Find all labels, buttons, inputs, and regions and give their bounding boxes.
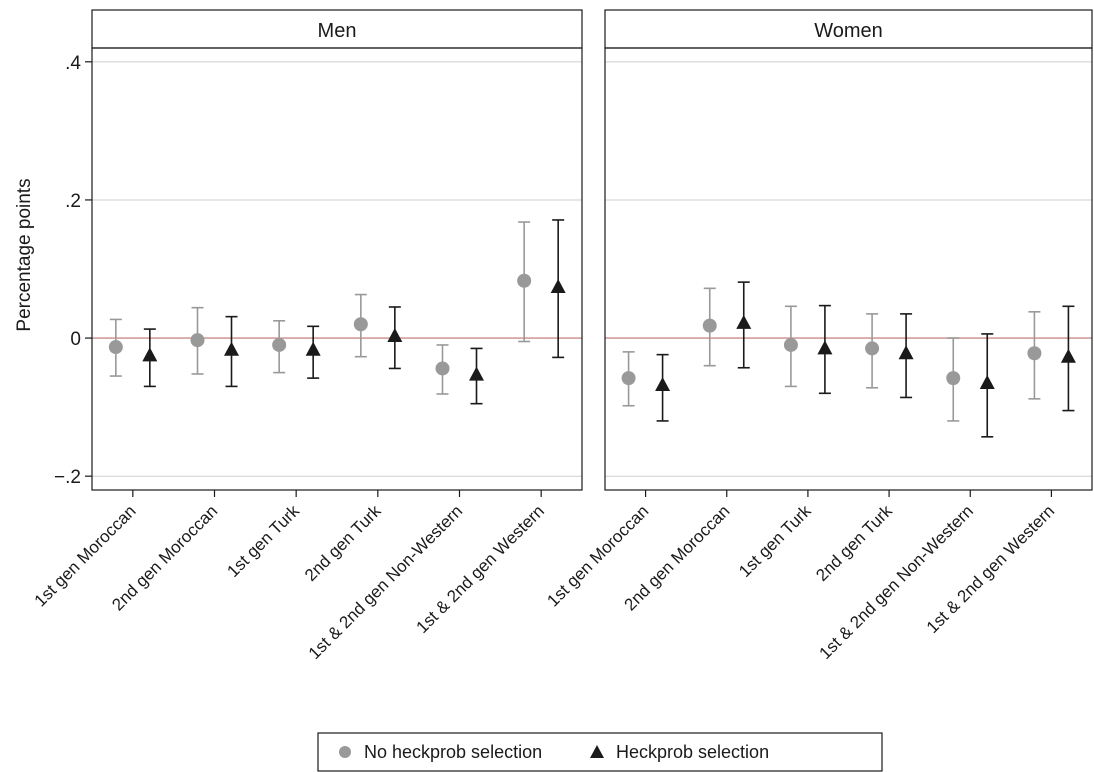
data-point-circle xyxy=(783,337,798,352)
panel-title-men: Men xyxy=(318,20,357,42)
data-point-triangle xyxy=(898,345,914,360)
data-point-triangle xyxy=(224,341,239,356)
plot-frame-men xyxy=(91,47,583,491)
data-point-circle xyxy=(702,318,717,333)
data-point-triangle xyxy=(550,278,566,293)
data-point-circle xyxy=(517,273,532,288)
data-point-triangle xyxy=(979,374,995,389)
series-no-heckprob-selection-women xyxy=(621,287,1042,422)
panel-title-women: Women xyxy=(814,20,883,42)
y-tick-label: −.2 xyxy=(54,467,81,488)
panel-header-women xyxy=(604,9,1093,49)
series-heckprob-selection-men xyxy=(142,219,566,405)
data-point-circle xyxy=(1027,346,1042,361)
plot-frame-women xyxy=(604,47,1093,491)
data-point-triangle xyxy=(655,377,671,392)
x-tick-label-2nd-gen-turk: 2nd gen Turk xyxy=(301,501,385,585)
x-tick-label-1st-gen-turk: 1st gen Turk xyxy=(223,501,303,581)
legend-marker-no-heckprob xyxy=(339,746,351,758)
y-tick-label: .2 xyxy=(65,191,81,212)
data-point-circle xyxy=(353,317,368,332)
legend-marker-heckprob xyxy=(590,745,604,758)
data-point-circle xyxy=(108,340,123,355)
data-point-circle xyxy=(865,341,880,356)
legend-label-no-heckprob: No heckprob selection xyxy=(364,742,542,762)
data-point-triangle xyxy=(142,347,158,362)
data-point-circle xyxy=(272,337,287,352)
data-point-triangle xyxy=(387,327,403,342)
series-no-heckprob-selection-men xyxy=(108,221,532,395)
data-point-triangle xyxy=(736,314,752,329)
data-point-triangle xyxy=(817,340,833,355)
x-tick-label-1st-and-2nd-gen-non-western: 1st & 2nd gen Non-Western xyxy=(816,501,978,663)
series-heckprob-selection-women xyxy=(655,281,1076,438)
data-point-triangle xyxy=(1060,348,1076,363)
data-point-circle xyxy=(190,333,205,348)
data-point-circle xyxy=(946,371,961,386)
x-tick-label-2nd-gen-turk: 2nd gen Turk xyxy=(812,501,896,585)
data-point-triangle xyxy=(305,341,321,356)
y-axis-label: Percentage points xyxy=(14,178,35,331)
data-point-triangle xyxy=(469,366,484,381)
panel-header-men xyxy=(91,9,583,49)
data-point-circle xyxy=(621,371,636,386)
y-tick-label: 0 xyxy=(70,329,81,350)
x-tick-label-1st-and-2nd-gen-non-western: 1st & 2nd gen Non-Western xyxy=(305,501,467,663)
data-point-circle xyxy=(435,361,450,376)
legend-label-heckprob: Heckprob selection xyxy=(616,742,769,762)
x-tick-label-1st-gen-turk: 1st gen Turk xyxy=(735,501,815,581)
y-tick-label: .4 xyxy=(65,53,81,74)
legend: No heckprob selection Heckprob selection xyxy=(317,732,883,772)
